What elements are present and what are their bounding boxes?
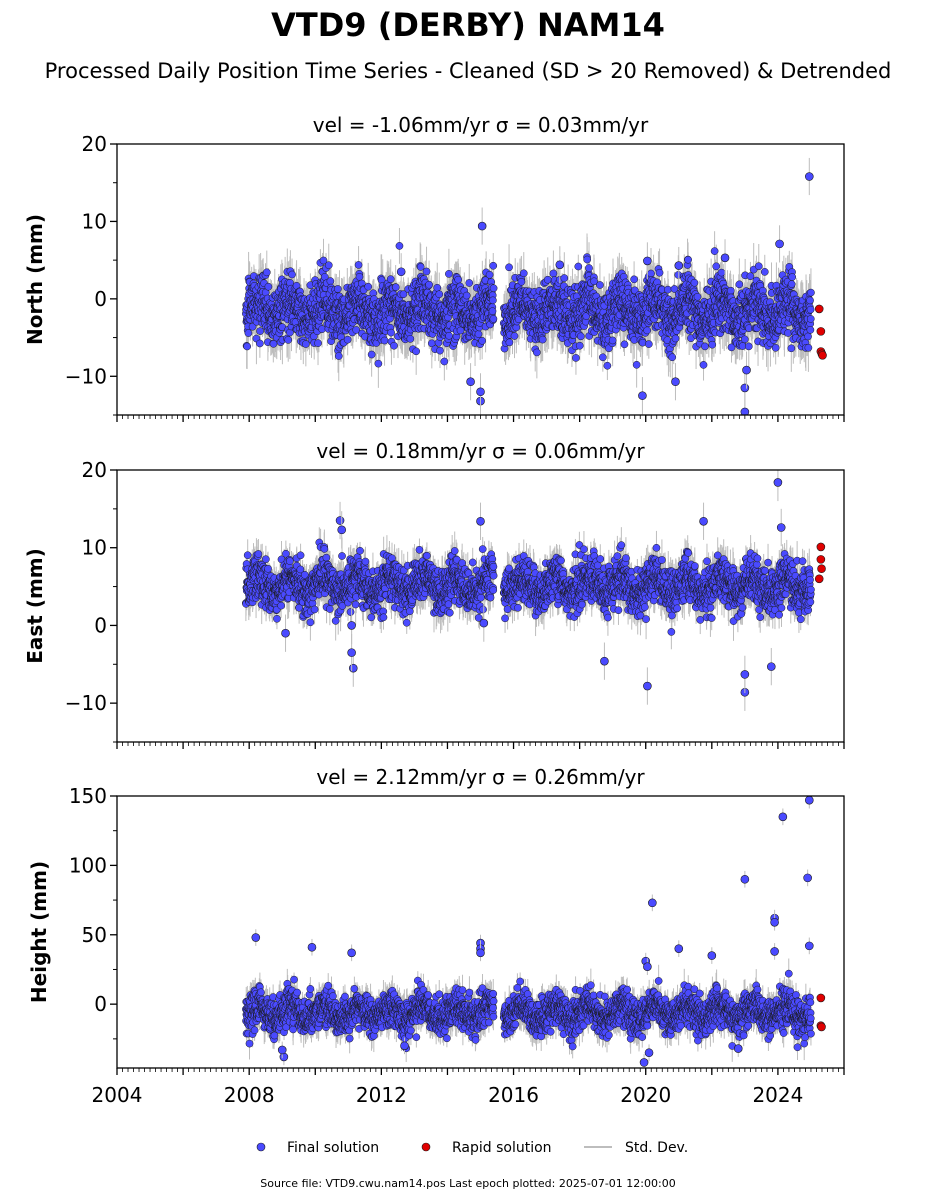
north-final-points (242, 242, 815, 370)
final-point (324, 261, 333, 270)
final-point (284, 336, 293, 344)
final-point (538, 335, 547, 344)
final-point (517, 277, 526, 286)
final-point (433, 283, 442, 292)
final-point (596, 281, 604, 289)
north-panel-title: vel = -1.06mm/yr σ = 0.03mm/yr (313, 113, 649, 137)
north-panel: vel = -1.06mm/yr σ = 0.03mm/yr North (mm)… (23, 113, 845, 422)
final-point (354, 261, 363, 269)
final-point (248, 322, 257, 331)
final-point (462, 291, 471, 300)
final-point (576, 332, 585, 341)
final-point (440, 357, 449, 366)
final-point (603, 361, 612, 370)
final-point (533, 348, 541, 357)
final-point (445, 270, 453, 278)
final-point (302, 340, 310, 348)
final-point (549, 269, 558, 278)
final-point (505, 263, 513, 272)
final-point (489, 296, 497, 305)
final-point (406, 334, 415, 343)
final-point (412, 347, 421, 356)
final-point (314, 339, 322, 347)
final-point (380, 336, 389, 345)
final-point (445, 331, 453, 340)
final-point (489, 315, 498, 323)
final-point (425, 280, 433, 289)
final-point (244, 329, 253, 337)
final-point (374, 359, 383, 368)
final-point (585, 264, 593, 272)
final-point (478, 336, 487, 345)
final-point (574, 262, 583, 271)
final-point (422, 267, 431, 276)
final-point (256, 339, 264, 348)
final-point (436, 346, 444, 355)
figure-title: VTD9 (DERBY) NAM14 (271, 6, 665, 44)
final-point (387, 328, 395, 337)
final-point (343, 335, 352, 344)
final-point (364, 282, 373, 291)
final-point (543, 275, 552, 284)
final-point (435, 290, 444, 299)
final-point (489, 284, 498, 293)
final-point (416, 263, 425, 271)
final-point (386, 275, 395, 284)
final-point (598, 353, 607, 362)
final-point (465, 279, 474, 287)
final-point (256, 327, 264, 335)
final-point (399, 290, 408, 299)
final-point (390, 341, 398, 350)
final-point (288, 270, 296, 279)
final-point (519, 269, 528, 278)
north-ylabel: North (mm) (23, 214, 47, 345)
final-point (454, 275, 463, 284)
final-point (474, 330, 483, 338)
final-point (456, 326, 465, 335)
final-point (367, 350, 376, 359)
final-point (352, 326, 361, 334)
final-point (560, 274, 569, 282)
final-point (505, 338, 514, 347)
final-point (262, 268, 271, 277)
final-point (489, 261, 498, 270)
final-point (590, 277, 598, 286)
final-point (355, 272, 364, 281)
figure-subtitle: Processed Daily Position Time Series - C… (45, 59, 892, 83)
final-point (572, 354, 580, 362)
final-point (334, 352, 343, 360)
final-point (395, 242, 404, 250)
final-point (243, 342, 251, 351)
final-point (583, 255, 592, 264)
final-point (391, 283, 400, 292)
final-point (485, 270, 494, 279)
final-point (319, 256, 328, 265)
final-point (326, 277, 335, 285)
final-point (510, 332, 519, 340)
final-point (264, 282, 273, 291)
north-plot-area (242, 157, 827, 415)
final-point (488, 307, 497, 316)
final-point (575, 341, 584, 350)
final-point (333, 285, 342, 293)
